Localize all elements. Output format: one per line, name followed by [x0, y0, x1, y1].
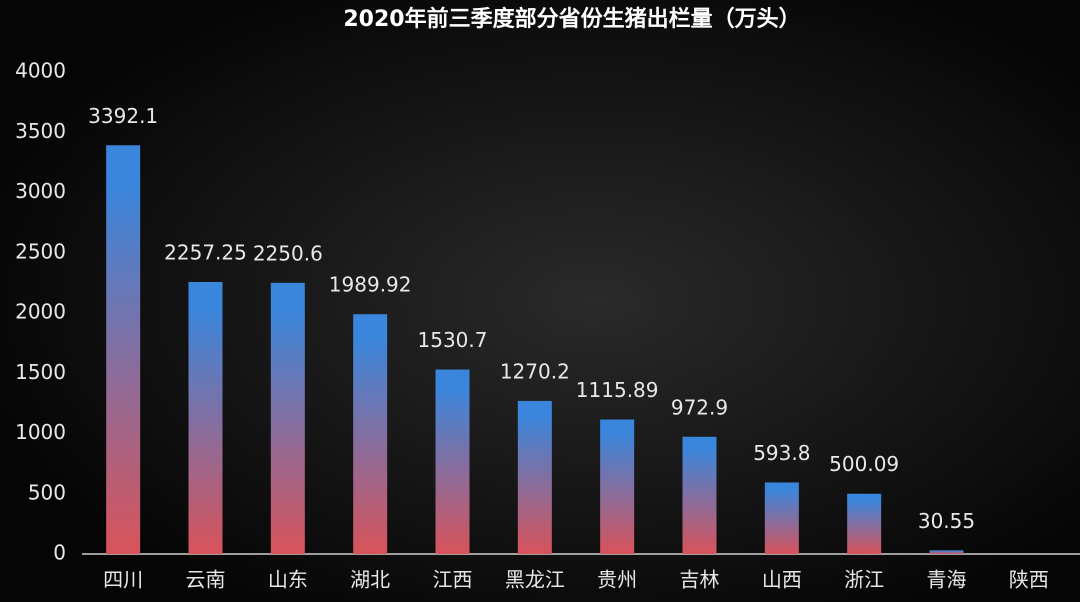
- bar: [847, 493, 882, 554]
- x-tick-label: 陕西: [1009, 568, 1049, 592]
- x-tick-label: 山西: [762, 568, 802, 592]
- y-tick-label: 500: [28, 480, 66, 504]
- x-tick-label: 云南: [186, 568, 226, 592]
- bar: [600, 419, 635, 554]
- bar: [764, 482, 799, 554]
- value-label: 972.9: [671, 395, 728, 419]
- chart-title: 2020年前三季度部分省份生猪出栏量（万头）: [343, 6, 800, 32]
- bar: [270, 282, 305, 554]
- x-tick-label: 江西: [433, 568, 473, 592]
- value-label: 1115.89: [576, 378, 659, 402]
- value-label: 3392.1: [88, 104, 158, 128]
- bar: [435, 369, 470, 554]
- x-tick-label: 贵州: [597, 568, 637, 592]
- x-tick-label: 青海: [927, 568, 967, 592]
- bar: [682, 436, 717, 554]
- y-tick-label: 3000: [15, 179, 66, 203]
- value-label: 30.55: [918, 509, 975, 533]
- bar: [929, 550, 964, 554]
- value-label: 500.09: [829, 452, 899, 476]
- y-tick-label: 1000: [15, 420, 66, 444]
- value-label: 2257.25: [164, 241, 247, 265]
- y-tick-label: 4000: [15, 59, 66, 83]
- value-label: 1989.92: [329, 273, 412, 297]
- value-label: 2250.6: [253, 241, 323, 265]
- bar: [353, 314, 388, 554]
- y-tick-label: 0: [53, 541, 66, 565]
- bar: [517, 400, 552, 554]
- x-tick-label: 浙江: [844, 568, 884, 592]
- x-tick-label: 山东: [268, 568, 308, 592]
- value-label: 1530.7: [418, 328, 488, 352]
- value-label: 1270.2: [500, 359, 570, 383]
- y-tick-label: 3500: [15, 119, 66, 143]
- y-tick-label: 2000: [15, 300, 66, 324]
- x-tick-label: 黑龙江: [505, 568, 565, 592]
- x-tick-label: 湖北: [350, 568, 390, 592]
- x-tick-label: 四川: [103, 568, 143, 592]
- y-tick-label: 2500: [15, 239, 66, 263]
- bar: [106, 145, 141, 554]
- y-tick-label: 1500: [15, 360, 66, 384]
- value-label: 593.8: [753, 441, 810, 465]
- x-tick-label: 吉林: [680, 568, 720, 592]
- bar: [188, 282, 223, 554]
